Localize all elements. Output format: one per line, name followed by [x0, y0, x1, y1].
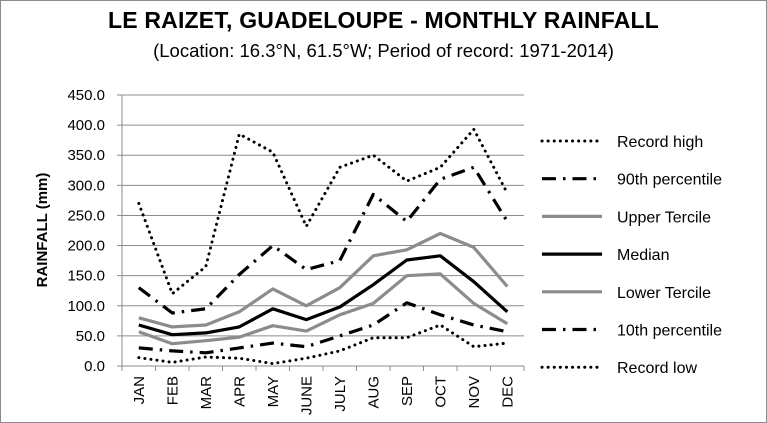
gridlines	[122, 94, 524, 337]
legend-label-median: Median	[617, 247, 669, 264]
series-line-median	[138, 254, 509, 337]
y-tick-label: 150.0	[67, 268, 105, 285]
series-line-upper-tercile	[138, 231, 509, 329]
y-tick-label: 250.0	[67, 207, 105, 224]
x-tick-label: JAN	[131, 376, 148, 404]
x-tick-label: JULY	[332, 376, 349, 412]
series-line-10th-percentile	[138, 301, 508, 355]
x-tick-label: JUNE	[298, 376, 315, 415]
x-tick-label: FEB	[164, 376, 181, 405]
legend-label-record-high: Record high	[617, 134, 703, 151]
y-tick-labels: 0.0 50.0 100.0 150.0 200.0 250.0 300.0 350.0 400…	[67, 87, 105, 375]
y-tick-label: 200.0	[67, 238, 105, 255]
chart-subtitle: (Location: 16.3°N, 61.5°W; Period of rec…	[153, 40, 614, 61]
x-tick-label: MAY	[265, 376, 282, 407]
y-tick-label: 350.0	[67, 147, 105, 164]
x-tick-label: NOV	[466, 376, 483, 409]
x-tick-label: AUG	[365, 376, 382, 409]
legend: Record high 90th percentile Upper Tercile M…	[540, 134, 722, 377]
x-tick-label: OCT	[432, 376, 449, 408]
y-tick-label: 400.0	[67, 117, 105, 134]
legend-label-record-low: Record low	[617, 360, 697, 377]
legend-label-90th-percentile: 90th percentile	[617, 172, 722, 189]
y-tick-label: 450.0	[67, 87, 105, 104]
legend-label-10th-percentile: 10th percentile	[617, 323, 722, 340]
y-tick-label: 0.0	[84, 358, 105, 375]
series-line-90th-percentile	[137, 165, 509, 315]
chart-title: LE RAIZET, GUADELOUPE - MONTHLY RAINFALL	[107, 7, 660, 33]
series-lines	[137, 127, 509, 366]
x-tick-labels: JAN FEB MAR APR MAY JUNE JULY AUG SEP OCT NOV DEC	[131, 376, 517, 415]
x-tick-label: APR	[231, 376, 248, 407]
legend-label-upper-tercile: Upper Tercile	[617, 209, 711, 226]
y-axis-label: RAINFALL (mm)	[34, 173, 51, 288]
x-tick-label: SEP	[399, 376, 416, 406]
axes	[117, 94, 525, 371]
x-tick-label: MAR	[198, 376, 215, 410]
y-tick-label: 100.0	[67, 298, 105, 315]
series-line-record-high	[137, 127, 509, 296]
x-tick-label: DEC	[499, 376, 516, 408]
series-line-lower-tercile	[138, 272, 509, 346]
y-tick-label: 50.0	[76, 328, 105, 345]
series-line-record-low	[137, 323, 509, 366]
y-tick-label: 300.0	[67, 177, 105, 194]
legend-label-lower-tercile: Lower Tercile	[617, 285, 711, 302]
